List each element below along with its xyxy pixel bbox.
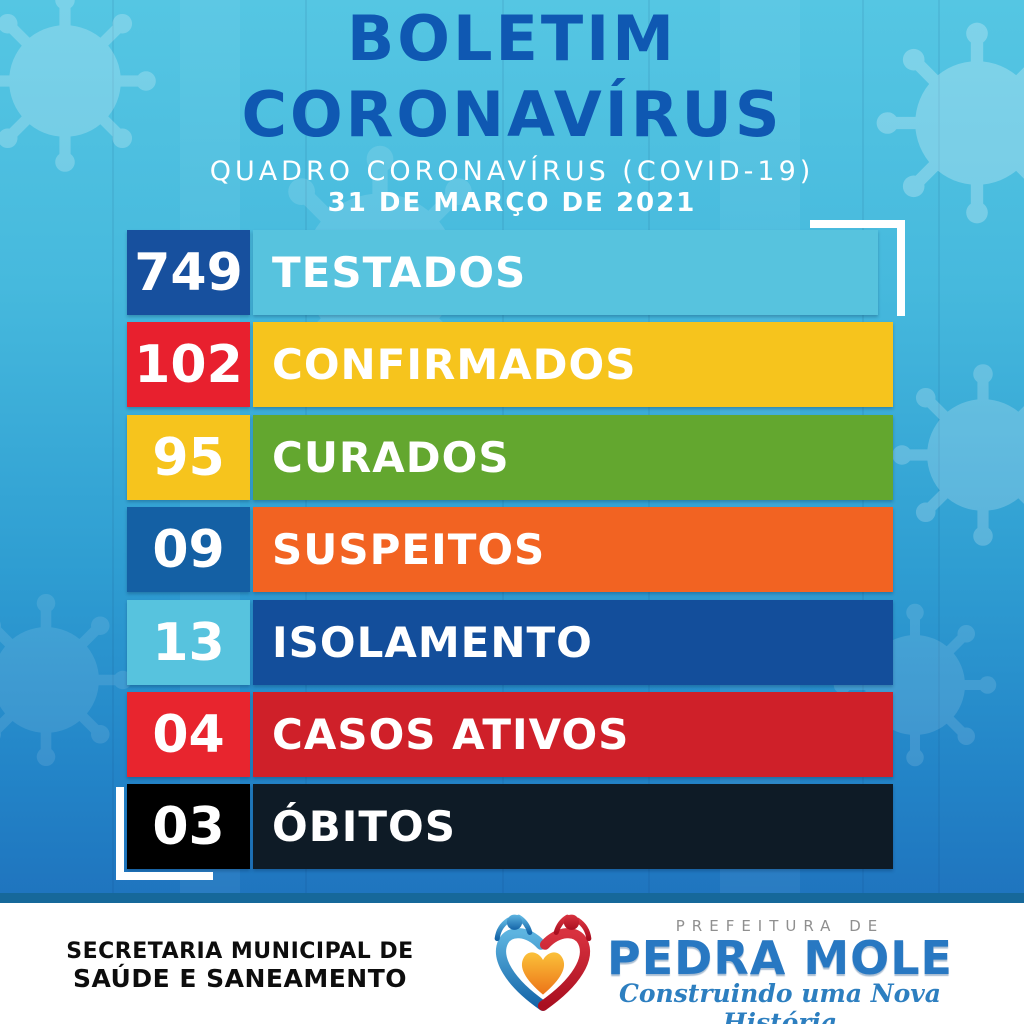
corner-bracket-top-right [810,220,905,228]
stat-row-curados: 95 CURADOS [127,415,893,500]
stat-row-testados: 749 TESTADOS [127,230,893,315]
stat-value-box: 09 [127,507,250,592]
background-streak [112,0,114,1024]
logo-city-name: PEDRA MOLE [607,931,953,985]
footer-band: SECRETARIA MUNICIPAL DE SAÚDE E SANEAMEN… [0,903,1024,1024]
corner-bracket-top-right [897,220,905,316]
stat-label-bar: CURADOS [253,415,893,500]
corner-bracket-bottom-left [116,787,124,880]
stat-value-box: 749 [127,230,250,315]
virus-icon [0,590,136,770]
bulletin-subtitle: QUADRO CORONAVÍRUS (COVID-19) [209,156,815,187]
department-line2: SAÚDE E SANEAMENTO [72,964,408,993]
corner-bracket-bottom-left [116,872,213,880]
department-name: SECRETARIA MUNICIPAL DE SAÚDE E SANEAMEN… [60,939,420,993]
pedra-mole-logo-icon [494,914,592,1011]
stat-label-bar: TESTADOS [253,230,878,315]
stat-label-bar: ISOLAMENTO [253,600,893,685]
bulletin-title-line2: CORONAVÍRUS [241,78,783,151]
stat-row-confirmados: 102 CONFIRMADOS [127,322,893,407]
stat-label-bar: SUSPEITOS [253,507,893,592]
department-line1: SECRETARIA MUNICIPAL DE [66,939,414,964]
bulletin-date: 31 DE MARÇO DE 2021 [327,188,697,218]
stat-label-bar: CONFIRMADOS [253,322,893,407]
stat-value-box: 13 [127,600,250,685]
stat-label-bar: CASOS ATIVOS [253,692,893,777]
stat-value-box: 03 [127,784,250,869]
stat-row-suspeitos: 09 SUSPEITOS [127,507,893,592]
stat-value-box: 102 [127,322,250,407]
bulletin-title-line1: BOLETIM [347,2,677,75]
footer-divider-strip [0,893,1024,903]
stat-value-box: 95 [127,415,250,500]
logo-tagline: Construindo uma Nova História [618,979,942,1024]
stat-row-casos-ativos: 04 CASOS ATIVOS [127,692,893,777]
stat-row-isolamento: 13 ISOLAMENTO [127,600,893,685]
stat-label-bar: ÓBITOS [253,784,893,869]
background-streak [938,0,940,1024]
stat-value-box: 04 [127,692,250,777]
logo-prefeitura-label: PREFEITURA DE [675,917,885,935]
stat-row-obitos: 03 ÓBITOS [127,784,893,869]
virus-icon [888,360,1024,550]
